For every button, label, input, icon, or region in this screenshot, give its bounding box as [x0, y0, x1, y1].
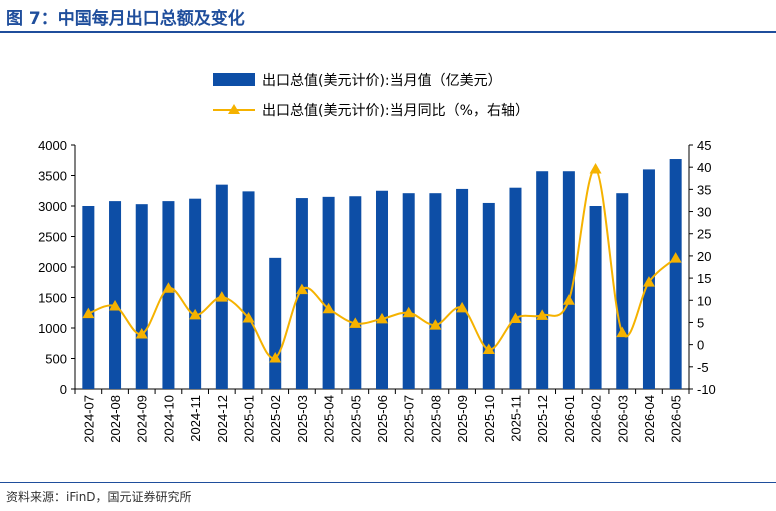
- left-tick-label: 1000: [38, 321, 67, 336]
- legend-bar-swatch: [213, 73, 255, 86]
- right-tick-label: -5: [697, 360, 709, 375]
- left-tick-label: 4000: [38, 138, 67, 153]
- left-tick-label: 3000: [38, 199, 67, 214]
- x-tick-label: 2025-01: [242, 395, 257, 443]
- x-tick-label: 2024-10: [161, 395, 176, 443]
- x-tick-label: 2024-07: [81, 395, 96, 443]
- yoy-marker: [456, 301, 469, 313]
- yoy-marker: [376, 312, 388, 324]
- yoy-marker: [82, 307, 95, 319]
- right-tick-label: 0: [697, 338, 704, 353]
- legend-line-label: 出口总值(美元计价):当月同比（%，右轴）: [262, 103, 529, 119]
- left-tick-label: 500: [45, 352, 67, 367]
- x-tick-label: 2025-09: [455, 395, 470, 443]
- right-tick-label: 5: [697, 315, 704, 330]
- right-tick-label: 10: [697, 293, 711, 308]
- bar: [82, 206, 95, 389]
- bar: [135, 204, 148, 389]
- yoy-marker: [482, 343, 495, 355]
- bar: [562, 171, 575, 389]
- title-divider: [0, 31, 776, 33]
- yoy-marker: [642, 276, 655, 287]
- yoy-marker: [536, 309, 549, 320]
- left-tick-label: 2000: [38, 260, 67, 275]
- bar: [456, 188, 469, 389]
- yoy-marker: [109, 300, 122, 311]
- x-tick-label: 2025-08: [428, 395, 443, 443]
- x-tick-label: 2025-05: [348, 395, 363, 443]
- bar: [669, 159, 682, 389]
- yoy-marker: [562, 294, 575, 305]
- right-tick-label: 20: [697, 249, 711, 264]
- yoy-marker: [189, 308, 202, 320]
- x-tick-label: 2025-06: [375, 395, 390, 443]
- bar: [109, 201, 122, 389]
- bar: [242, 191, 255, 389]
- bar: [189, 198, 202, 389]
- bar: [509, 187, 522, 389]
- x-tick-label: 2025-11: [508, 395, 523, 442]
- yoy-marker: [135, 327, 148, 339]
- yoy-marker: [242, 312, 255, 323]
- footer-divider: [0, 482, 776, 483]
- yoy-marker: [295, 283, 308, 295]
- yoy-marker: [509, 312, 522, 323]
- right-tick-label: 15: [697, 271, 711, 286]
- x-tick-label: 2024-08: [108, 395, 123, 443]
- bar: [349, 196, 362, 389]
- x-tick-label: 2025-10: [482, 395, 497, 443]
- plot-area: 0 500 1000 1500 2000 2500 3000 3500 4000 -10 -5 0 5 1…: [38, 138, 716, 443]
- yoy-marker: [429, 319, 442, 330]
- x-tick-label: 2025-04: [322, 395, 337, 443]
- x-tick-label: 2026-03: [615, 395, 630, 443]
- x-tick-label: 2025-03: [295, 395, 310, 443]
- left-tick-label: 3500: [38, 169, 67, 184]
- x-tick-label: 2024-11: [188, 395, 203, 442]
- yoy-marker: [162, 282, 175, 293]
- bar: [215, 184, 228, 389]
- right-tick-label: 45: [697, 138, 711, 153]
- x-tick-label: 2025-02: [268, 395, 283, 443]
- yoy-marker: [269, 351, 282, 363]
- bar: [269, 257, 282, 389]
- yoy-marker: [589, 162, 602, 174]
- bar: [616, 193, 629, 389]
- right-tick-label: 25: [697, 227, 711, 242]
- legend: 出口总值(美元计价):当月值（亿美元） 出口总值(美元计价):当月同比（%，右轴…: [213, 73, 529, 119]
- right-tick-label: 35: [697, 182, 711, 197]
- x-tick-label: 2026-05: [669, 395, 684, 443]
- yoy-marker: [215, 291, 228, 302]
- export-chart: 出口总值(美元计价):当月值（亿美元） 出口总值(美元计价):当月同比（%，右轴…: [38, 73, 716, 443]
- yoy-marker: [322, 302, 335, 314]
- bar: [536, 171, 549, 389]
- left-tick-label: 1500: [38, 291, 67, 306]
- left-tick-label: 0: [60, 382, 67, 397]
- chart-title: 图 7：中国每月出口总额及变化: [6, 9, 245, 29]
- legend-line-marker: [228, 104, 240, 114]
- bar: [482, 202, 495, 389]
- yoy-marker: [616, 326, 629, 338]
- bar: [322, 196, 335, 389]
- yoy-marker: [402, 306, 415, 318]
- x-tick-label: 2025-12: [535, 395, 550, 443]
- left-tick-label: 2500: [38, 230, 67, 245]
- bar: [162, 201, 175, 389]
- bar: [402, 193, 415, 389]
- right-tick-label: 40: [697, 160, 711, 175]
- bar: [589, 206, 602, 389]
- right-tick-label: -10: [697, 382, 716, 397]
- legend-bar-label: 出口总值(美元计价):当月值（亿美元）: [262, 73, 502, 89]
- x-tick-label: 2024-09: [135, 395, 150, 443]
- source-note: 资料来源：iFinD，国元证券研究所: [6, 490, 192, 504]
- bar: [375, 190, 389, 389]
- x-tick-label: 2024-12: [215, 395, 230, 443]
- x-tick-label: 2025-07: [402, 395, 417, 443]
- x-tick-label: 2026-01: [562, 395, 577, 443]
- bar: [429, 193, 442, 389]
- x-tick-label: 2026-02: [589, 395, 604, 443]
- yoy-marker: [349, 317, 362, 328]
- yoy-marker: [669, 252, 682, 263]
- x-tick-label: 2026-04: [642, 395, 657, 443]
- right-tick-label: 30: [697, 205, 711, 220]
